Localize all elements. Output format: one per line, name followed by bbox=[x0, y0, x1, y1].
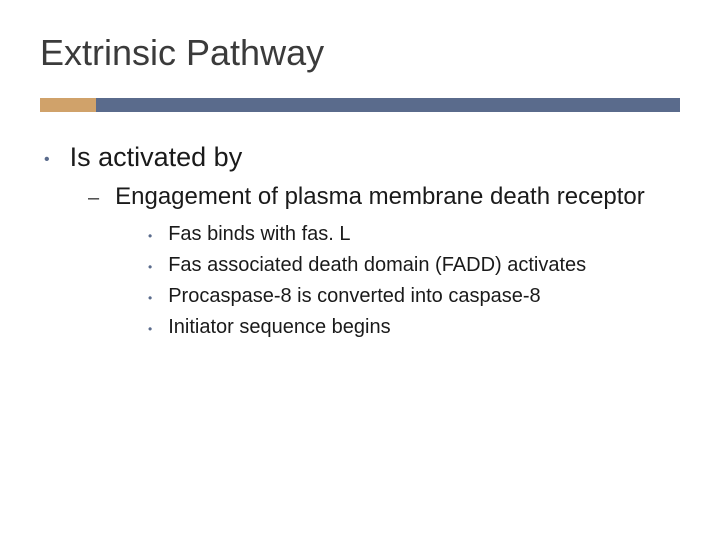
level3-text: Initiator sequence begins bbox=[168, 314, 390, 341]
level2-text: Engagement of plasma membrane death rece… bbox=[115, 183, 645, 211]
bullet-dot-icon: • bbox=[148, 230, 152, 242]
bullet-level3: • Fas associated death domain (FADD) act… bbox=[148, 252, 680, 279]
content-area: • Is activated by – Engagement of plasma… bbox=[40, 142, 680, 341]
level3-list: • Fas binds with fas. L • Fas associated… bbox=[148, 221, 680, 341]
bullet-level1: • Is activated by bbox=[44, 142, 680, 173]
accent-bar bbox=[40, 98, 680, 112]
dash-icon: – bbox=[88, 187, 99, 210]
slide: Extrinsic Pathway • Is activated by – En… bbox=[0, 0, 720, 540]
bullet-dot-icon: • bbox=[148, 323, 152, 335]
bullet-dot-icon: • bbox=[148, 261, 152, 273]
level3-text: Fas associated death domain (FADD) activ… bbox=[168, 252, 586, 279]
level3-text: Procaspase-8 is converted into caspase-8 bbox=[168, 283, 540, 310]
bullet-level2: – Engagement of plasma membrane death re… bbox=[88, 183, 680, 211]
accent-bar-left bbox=[40, 98, 96, 112]
bullet-dot-icon: • bbox=[44, 152, 50, 168]
bullet-level3: • Fas binds with fas. L bbox=[148, 221, 680, 248]
accent-bar-right bbox=[96, 98, 680, 112]
level3-text: Fas binds with fas. L bbox=[168, 221, 350, 248]
bullet-level3: • Procaspase-8 is converted into caspase… bbox=[148, 283, 680, 310]
bullet-dot-icon: • bbox=[148, 292, 152, 304]
slide-title: Extrinsic Pathway bbox=[40, 32, 680, 74]
bullet-level3: • Initiator sequence begins bbox=[148, 314, 680, 341]
level1-text: Is activated by bbox=[70, 142, 243, 173]
